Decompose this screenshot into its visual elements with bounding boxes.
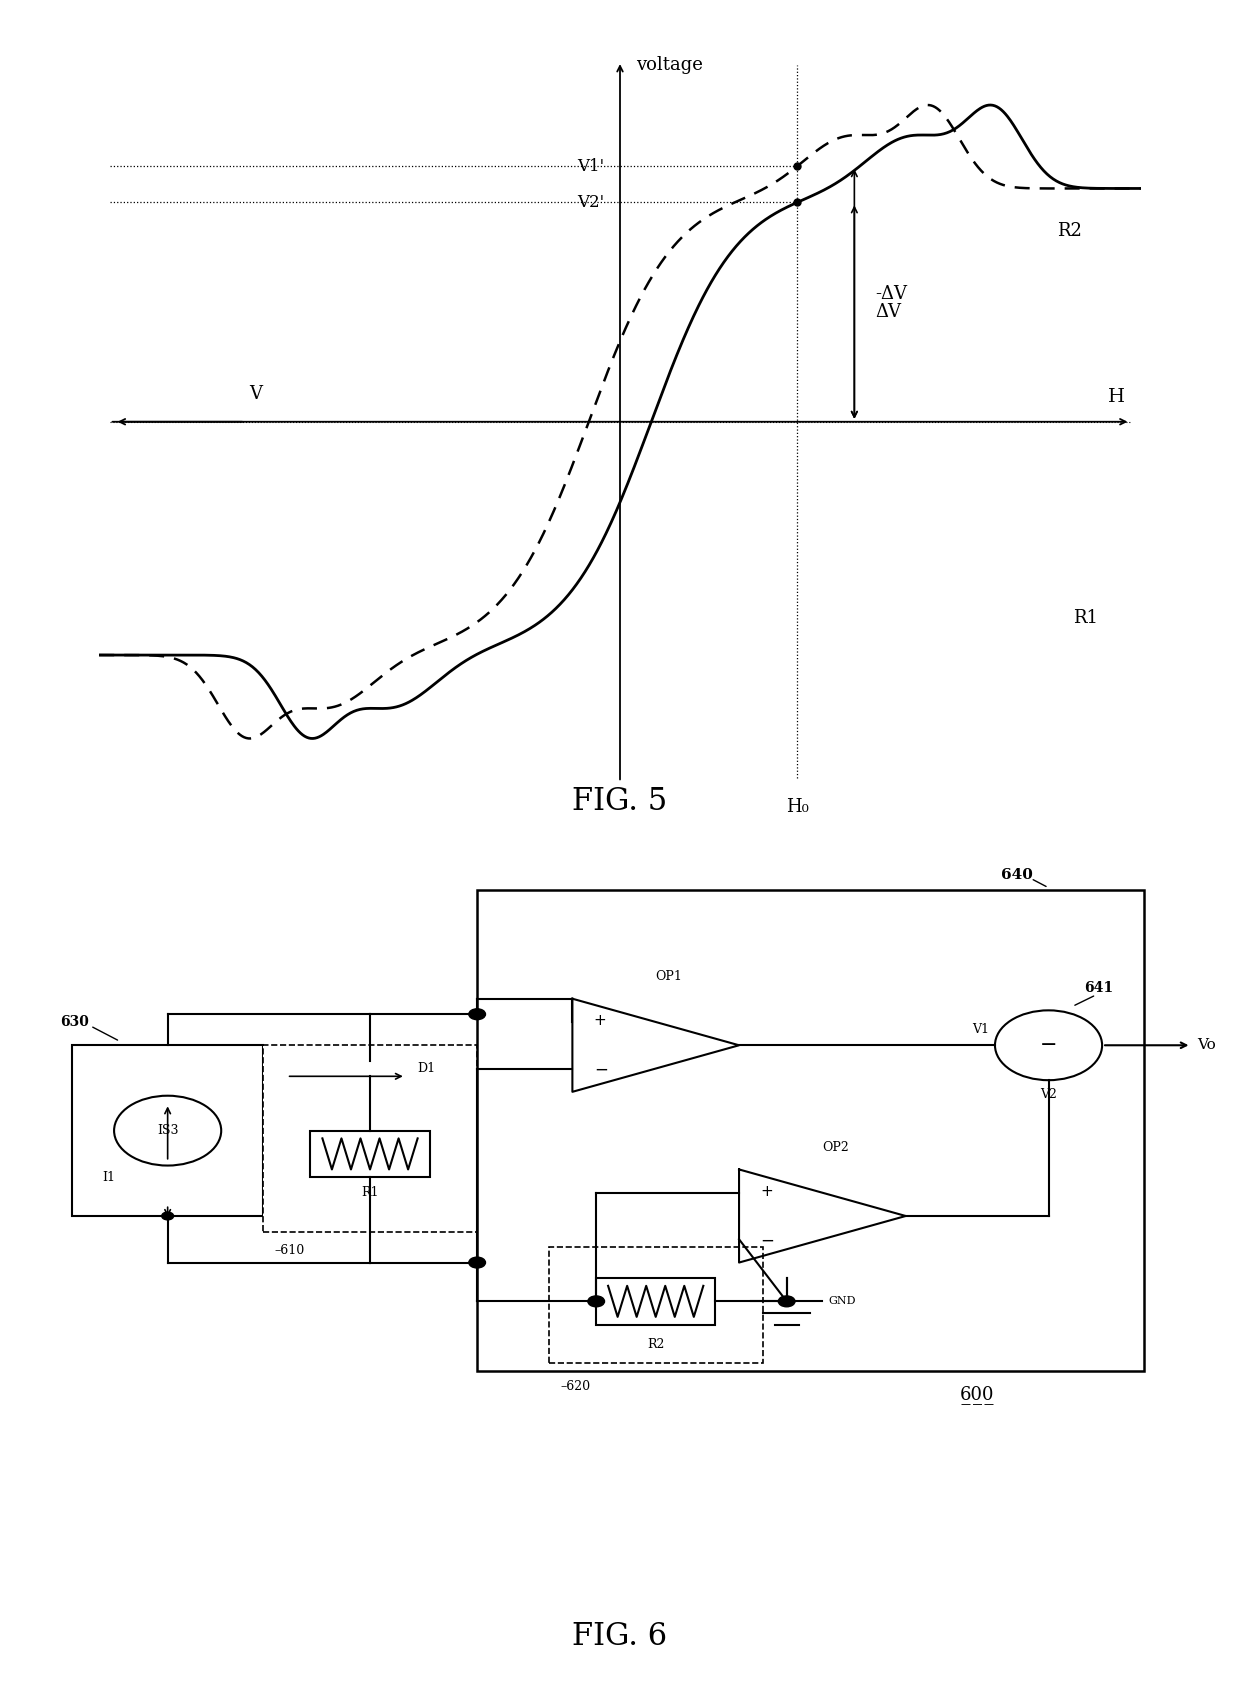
Text: V: V	[249, 385, 262, 403]
Text: IS3: IS3	[157, 1124, 179, 1137]
Text: I1: I1	[102, 1171, 115, 1184]
Bar	[310, 1130, 429, 1178]
Text: −: −	[760, 1232, 774, 1250]
Circle shape	[469, 1009, 486, 1019]
Text: 6̲0̲0̲: 6̲0̲0̲	[960, 1385, 994, 1404]
Text: –620: –620	[560, 1380, 590, 1393]
Circle shape	[161, 1211, 174, 1220]
Text: R2: R2	[1058, 223, 1083, 240]
Text: voltage: voltage	[636, 56, 703, 74]
Circle shape	[469, 1257, 486, 1269]
Text: V1: V1	[972, 1024, 990, 1036]
Text: +: +	[594, 1012, 606, 1027]
Text: R1: R1	[361, 1186, 378, 1199]
Text: –610: –610	[275, 1245, 305, 1257]
Text: H: H	[1109, 388, 1125, 407]
Bar	[72, 1046, 263, 1216]
Text: 640: 640	[1001, 867, 1033, 882]
Text: GND: GND	[828, 1296, 856, 1306]
Text: -ΔV: -ΔV	[875, 285, 908, 304]
Text: V2: V2	[1040, 1088, 1056, 1102]
Text: V2': V2'	[578, 194, 604, 211]
Text: R1: R1	[1073, 609, 1099, 628]
Text: H₀: H₀	[786, 798, 808, 817]
Bar	[263, 1046, 477, 1232]
Text: D1: D1	[418, 1063, 435, 1075]
Text: FIG. 5: FIG. 5	[573, 786, 667, 817]
Text: OP2: OP2	[822, 1140, 849, 1154]
Bar	[596, 1279, 715, 1324]
Text: −: −	[1040, 1036, 1058, 1056]
Text: ΔV: ΔV	[875, 304, 901, 321]
Bar	[477, 891, 1143, 1372]
Bar	[548, 1247, 763, 1363]
Text: V1': V1'	[578, 159, 604, 175]
Text: +: +	[760, 1184, 774, 1199]
Text: R2: R2	[647, 1338, 665, 1351]
Text: Vo: Vo	[1198, 1038, 1216, 1053]
Circle shape	[779, 1296, 795, 1307]
Circle shape	[588, 1296, 605, 1307]
Text: 641: 641	[1084, 980, 1114, 995]
Text: FIG. 6: FIG. 6	[573, 1621, 667, 1652]
Text: −: −	[594, 1061, 608, 1080]
Text: OP1: OP1	[656, 970, 682, 984]
Text: 630: 630	[61, 1016, 89, 1029]
